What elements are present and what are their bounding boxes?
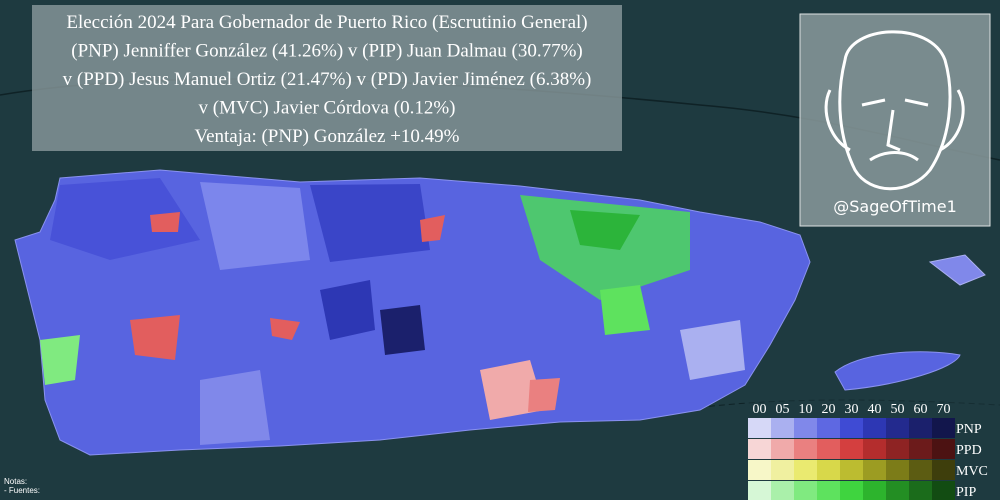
legend-swatch bbox=[886, 460, 909, 480]
legend-swatch bbox=[840, 481, 863, 500]
legend-threshold: 10 bbox=[799, 402, 813, 417]
legend-threshold: 05 bbox=[776, 402, 790, 417]
legend-party: PNP bbox=[956, 422, 982, 437]
region bbox=[150, 212, 180, 232]
legend-swatch bbox=[886, 439, 909, 459]
legend-swatch bbox=[748, 439, 771, 459]
region bbox=[570, 210, 640, 250]
legend-swatch bbox=[748, 460, 771, 480]
legend-swatch bbox=[886, 481, 909, 500]
title-block: Elección 2024 Para Gobernador de Puerto … bbox=[63, 12, 592, 147]
legend-swatch bbox=[886, 418, 909, 438]
island-main bbox=[14, 169, 811, 456]
legend-threshold: 40 bbox=[868, 402, 882, 417]
title-line: (PNP) Jenniffer González (41.26%) v (PIP… bbox=[71, 41, 582, 62]
island-culebra bbox=[928, 254, 986, 286]
legend-swatch bbox=[909, 481, 932, 500]
region bbox=[528, 378, 560, 412]
legend-swatch bbox=[817, 418, 840, 438]
legend-swatch bbox=[771, 439, 794, 459]
portrait-box bbox=[799, 13, 991, 227]
legend-swatch bbox=[794, 460, 817, 480]
title-line: Elección 2024 Para Gobernador de Puerto … bbox=[66, 12, 587, 33]
title-line: Ventaja: (PNP) González +10.49% bbox=[194, 126, 459, 147]
region bbox=[50, 178, 200, 260]
legend-swatch bbox=[817, 460, 840, 480]
region bbox=[320, 280, 375, 340]
legend-swatch bbox=[863, 418, 886, 438]
region bbox=[680, 320, 745, 380]
legend-swatch bbox=[909, 418, 932, 438]
legend-threshold: 60 bbox=[914, 402, 928, 417]
legend-swatch bbox=[817, 439, 840, 459]
region bbox=[420, 215, 445, 242]
legend-swatch bbox=[748, 418, 771, 438]
region bbox=[270, 318, 300, 340]
legend-party: PPD bbox=[956, 443, 982, 458]
note-line: Notas: bbox=[4, 477, 27, 486]
legend-swatch bbox=[817, 481, 840, 500]
island-vieques bbox=[834, 351, 961, 391]
legend-swatch bbox=[932, 439, 955, 459]
region bbox=[40, 335, 80, 385]
legend: 00 05 10 20 30 40 50 60 70 PNP PPD MVC PIP bbox=[748, 402, 988, 500]
legend-swatch bbox=[840, 460, 863, 480]
region bbox=[380, 305, 425, 355]
legend-threshold: 70 bbox=[937, 402, 951, 417]
legend-swatch bbox=[840, 418, 863, 438]
legend-swatch bbox=[863, 481, 886, 500]
legend-swatch bbox=[771, 481, 794, 500]
region bbox=[200, 370, 270, 445]
region bbox=[600, 285, 650, 335]
legend-party: PIP bbox=[956, 485, 976, 500]
credit-handle: @SageOfTime1 bbox=[833, 197, 957, 216]
legend-swatch bbox=[932, 481, 955, 500]
region bbox=[130, 315, 180, 360]
legend-swatch bbox=[909, 460, 932, 480]
legend-swatch bbox=[840, 439, 863, 459]
region bbox=[310, 184, 430, 262]
legend-swatch bbox=[932, 418, 955, 438]
legend-threshold: 20 bbox=[822, 402, 836, 417]
legend-swatch bbox=[794, 418, 817, 438]
title-line: v (MVC) Javier Córdova (0.12%) bbox=[199, 98, 456, 119]
legend-threshold: 00 bbox=[753, 402, 767, 417]
legend-swatch bbox=[771, 460, 794, 480]
legend-swatch bbox=[909, 439, 932, 459]
notes: Notas:- Fuentes: bbox=[4, 477, 40, 495]
legend-swatch bbox=[863, 439, 886, 459]
region bbox=[200, 182, 310, 270]
title-line: v (PPD) Jesus Manuel Ortiz (21.47%) v (P… bbox=[63, 69, 592, 90]
note-line: - Fuentes: bbox=[4, 486, 40, 495]
legend-swatch bbox=[794, 439, 817, 459]
portrait-sketch bbox=[824, 30, 965, 191]
legend-swatch bbox=[794, 481, 817, 500]
legend-threshold: 30 bbox=[845, 402, 859, 417]
legend-party: MVC bbox=[956, 464, 988, 479]
legend-threshold: 50 bbox=[891, 402, 905, 417]
legend-swatch bbox=[863, 460, 886, 480]
legend-swatch bbox=[771, 418, 794, 438]
title-box bbox=[32, 5, 622, 151]
legend-swatch bbox=[748, 481, 771, 500]
legend-swatch bbox=[932, 460, 955, 480]
